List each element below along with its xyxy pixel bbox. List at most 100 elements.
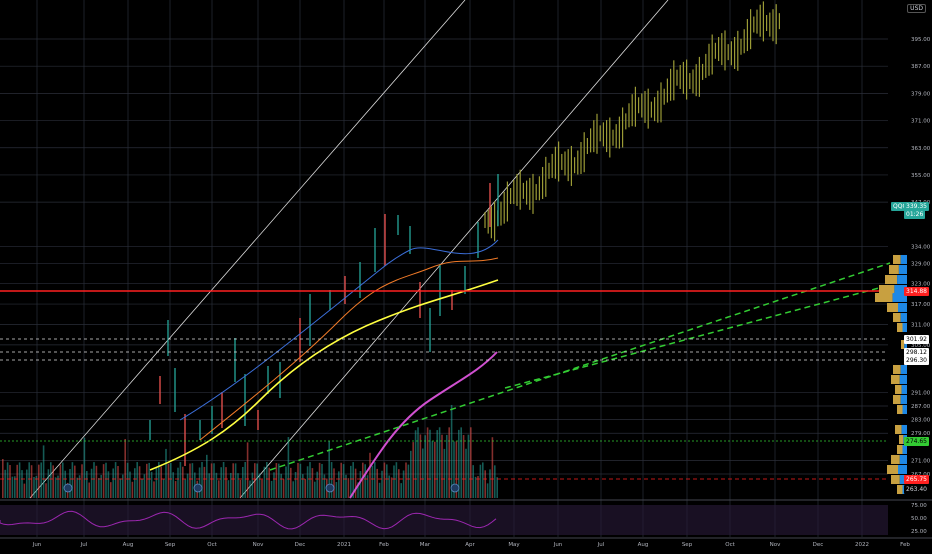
price-axis-tick: 363.00 [911,146,931,152]
volume-bar [383,462,386,498]
price-axis-tick: 355.00 [911,173,931,179]
volume-bar [330,462,333,498]
volume-profile-bar [900,313,907,322]
volume-bars [2,404,498,498]
price-axis-tick: 371.00 [911,119,931,125]
volume-bar [198,467,201,498]
volume-bar [11,476,14,498]
volume-profile-bar [894,285,907,294]
volume-bar [290,467,292,498]
volume-bar [381,470,383,498]
volume-bar [143,474,146,498]
volume-bar [35,475,38,498]
volume-bar [446,434,448,498]
volume-bar [86,470,88,498]
volume-profile-bar [885,275,898,284]
volume-bar [258,473,261,498]
volume-profile-bar [891,475,900,484]
volume-bar [234,463,237,498]
volume-bar [210,463,213,498]
volume-bar [88,482,90,498]
volume-bar [398,469,400,498]
last-price-label: 339.35 [904,202,929,211]
volume-bar [304,478,306,498]
volume-profile-bar [901,425,907,434]
volume-bar [294,471,297,498]
volume-bar [472,465,474,498]
volume-bar [369,452,371,498]
volume-bar [410,450,412,498]
volume-bar [306,466,309,498]
volume-bar [54,477,57,498]
volume-bar [30,465,33,498]
volume-bar [124,438,126,498]
volume-bar [347,478,350,498]
volume-bar [321,463,323,498]
volume-bar [256,463,258,498]
rsi-axis-tick: 50.00 [911,516,927,522]
volume-bar [50,462,52,498]
trend-line-green-upper [269,262,891,471]
time-axis-tick: Oct [725,542,735,548]
time-axis-tick: May [508,542,520,548]
volume-bar [422,448,424,498]
volume-profile-bar [901,340,905,349]
volume-bar [4,469,6,498]
red-level-label: 314.88 [904,287,929,296]
volume-bar [386,464,388,498]
volume-bar [160,466,162,498]
currency-badge[interactable]: USD [907,4,926,13]
time-axis-tick: 2021 [337,542,351,548]
volume-bar [484,470,486,498]
volume-bar [107,471,110,498]
volume-profile-bar [875,293,893,302]
volume-bar [268,467,270,498]
volume-bar [297,462,299,498]
volume-bar [95,465,98,498]
volume-bar [38,464,40,498]
volume-bar [309,462,311,498]
volume-bar [16,464,18,498]
volume-bar [57,475,59,498]
price-axis-tick: 334.00 [911,244,931,250]
volume-bar [477,476,479,498]
volume-bar [417,427,419,498]
volume-bar [458,429,460,498]
volume-bar [431,441,434,498]
volume-bar [119,478,122,498]
volume-profile-bar [893,365,901,374]
volume-bar [350,465,352,498]
volume-bar [76,477,78,498]
volume-bar [206,454,208,498]
time-axis-tick: Mar [420,542,431,548]
channel-line-upper [29,0,466,499]
volume-bar [40,462,42,498]
volume-profile-bar [898,265,907,274]
volume-profile-bar [897,405,903,414]
volume-bar [270,480,273,498]
volume-bar [105,462,107,498]
volume-bar [407,464,410,498]
earnings-marker [450,483,460,493]
volume-bar [474,476,477,498]
volume-profile-bar [893,255,901,264]
volume-profile-bar [889,265,899,274]
volume-bar [47,469,50,498]
volume-bar [18,462,21,498]
ma-yellow-line [149,279,499,471]
rsi-line [0,510,497,530]
volume-bar [249,480,251,498]
time-axis-tick: Dec [295,542,306,548]
volume-bar [429,429,431,498]
volume-bar [148,462,150,498]
price-axis-tick: 323.00 [911,282,931,288]
volume-bar [263,466,266,498]
time-axis-tick: Dec [813,542,824,548]
volume-bar [280,473,282,498]
volume-bar [419,434,422,498]
volume-bar [26,469,28,498]
volume-bar [112,468,114,498]
price-axis-tick: 291.00 [911,390,931,396]
